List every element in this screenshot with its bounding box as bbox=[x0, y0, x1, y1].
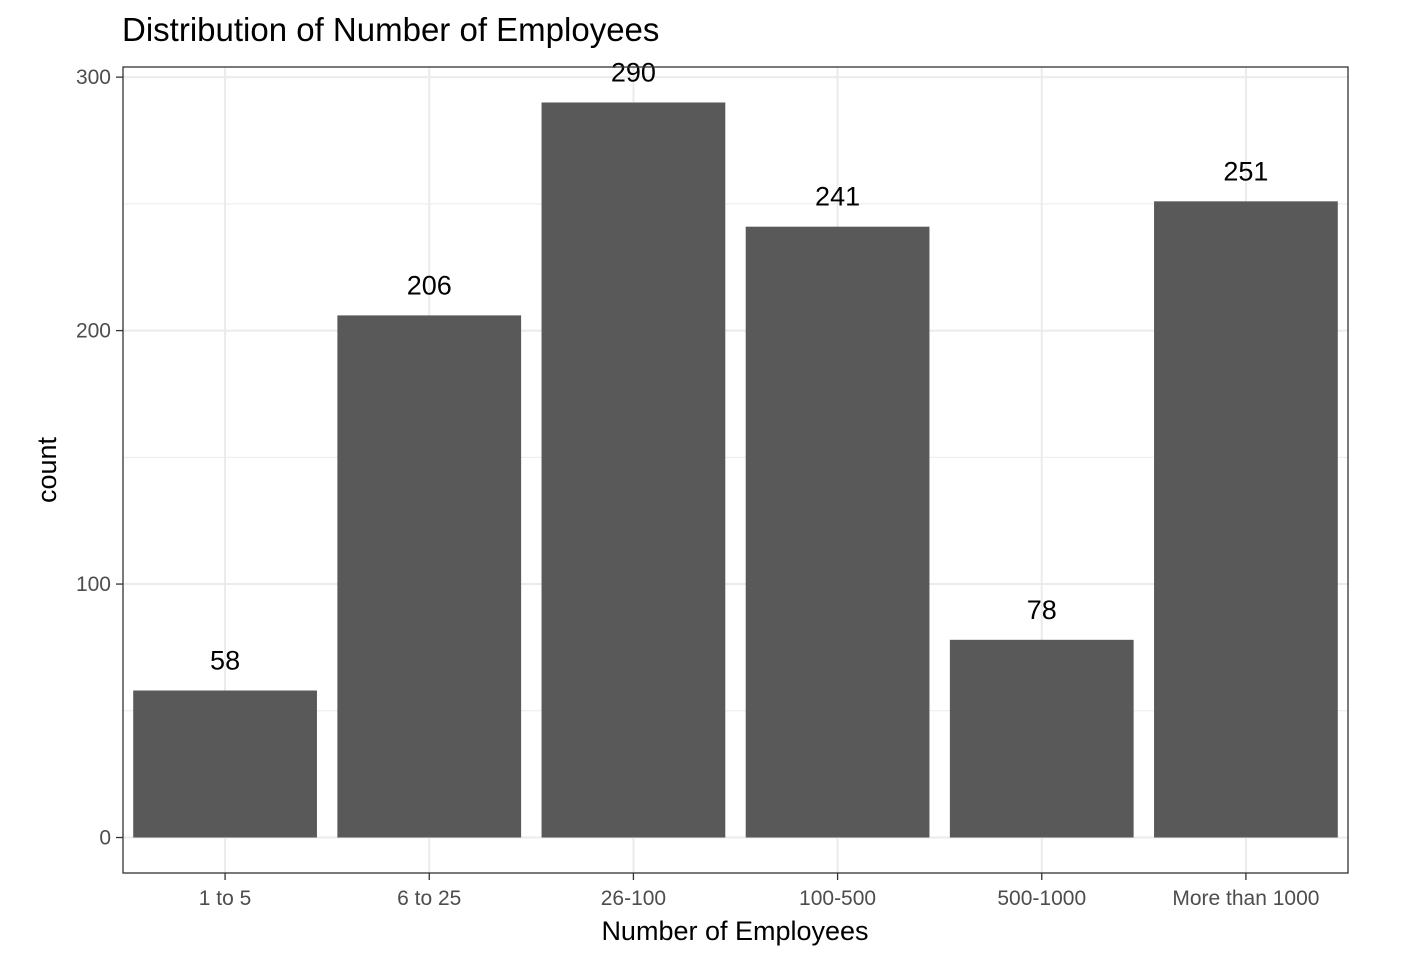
x-tick-label: 26-100 bbox=[601, 887, 666, 910]
bar-5 bbox=[1154, 201, 1338, 838]
x-axis: 1 to 5 6 to 25 26-100 100-500 500-1000 More t… bbox=[199, 873, 1319, 910]
data-label-5: 251 bbox=[1223, 156, 1268, 186]
data-labels-group: 58 206 290 241 78 251 bbox=[210, 57, 1268, 675]
data-label-0: 58 bbox=[210, 646, 240, 676]
bar-2 bbox=[541, 102, 726, 838]
grid-minor bbox=[123, 203, 1348, 712]
x-tick-label: 500-1000 bbox=[997, 887, 1086, 910]
bar-0 bbox=[133, 690, 317, 838]
chart-title: Distribution of Number of Employees bbox=[122, 11, 659, 48]
y-tick-label: 300 bbox=[76, 66, 111, 89]
y-tick-label: 200 bbox=[76, 320, 111, 343]
y-tick-label: 0 bbox=[99, 827, 111, 850]
data-label-1: 206 bbox=[407, 270, 452, 300]
bar-1 bbox=[337, 315, 522, 838]
x-tick-label: More than 1000 bbox=[1172, 887, 1319, 910]
bar-4 bbox=[949, 639, 1134, 838]
x-tick-label: 1 to 5 bbox=[199, 887, 252, 910]
y-axis: 0 100 200 300 bbox=[76, 66, 123, 850]
panel-border bbox=[122, 66, 1349, 874]
x-tick-label: 100-500 bbox=[799, 887, 876, 910]
y-axis-title: count bbox=[32, 436, 62, 503]
data-label-2: 290 bbox=[611, 57, 656, 87]
x-axis-title: Number of Employees bbox=[601, 916, 868, 946]
y-tick-label: 100 bbox=[76, 573, 111, 596]
x-tick-label: 6 to 25 bbox=[397, 887, 461, 910]
bars-group bbox=[133, 102, 1338, 838]
data-label-3: 241 bbox=[815, 182, 860, 212]
bar-3 bbox=[745, 226, 930, 838]
data-label-4: 78 bbox=[1027, 595, 1057, 625]
